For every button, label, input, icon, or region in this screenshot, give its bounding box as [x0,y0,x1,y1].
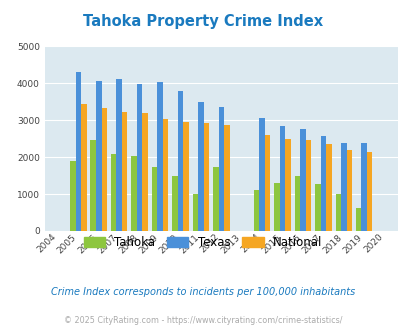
Bar [70,161,75,231]
Bar [111,154,116,231]
Bar [274,182,279,231]
Bar [299,129,305,231]
Bar [96,81,101,231]
Bar [355,208,360,231]
Text: Tahoka Property Crime Index: Tahoka Property Crime Index [83,14,322,29]
Legend: Tahoka, Texas, National: Tahoka, Texas, National [81,234,324,251]
Bar [285,139,290,231]
Bar [325,144,331,231]
Text: © 2025 CityRating.com - https://www.cityrating.com/crime-statistics/: © 2025 CityRating.com - https://www.city… [64,315,341,325]
Bar [346,150,351,231]
Bar [294,176,299,231]
Bar [224,125,229,231]
Bar [340,143,346,231]
Bar [314,184,320,231]
Bar [136,83,142,231]
Bar [360,143,366,231]
Bar [116,80,121,231]
Bar [213,167,218,231]
Bar [162,119,168,231]
Bar [183,122,188,231]
Bar [81,104,86,231]
Bar [142,113,147,231]
Bar [122,112,127,231]
Bar [305,141,311,231]
Bar [157,82,162,231]
Bar [177,90,183,231]
Bar [192,194,198,231]
Bar [198,102,203,231]
Bar [259,118,264,231]
Bar [320,136,325,231]
Bar [366,152,371,231]
Bar [151,167,157,231]
Bar [172,176,177,231]
Bar [279,126,285,231]
Bar [264,135,270,231]
Bar [335,194,340,231]
Bar [131,156,136,231]
Bar [218,107,224,231]
Bar [90,141,96,231]
Bar [75,72,81,231]
Bar [203,123,209,231]
Bar [101,108,107,231]
Bar [253,190,259,231]
Text: Crime Index corresponds to incidents per 100,000 inhabitants: Crime Index corresponds to incidents per… [51,287,354,297]
